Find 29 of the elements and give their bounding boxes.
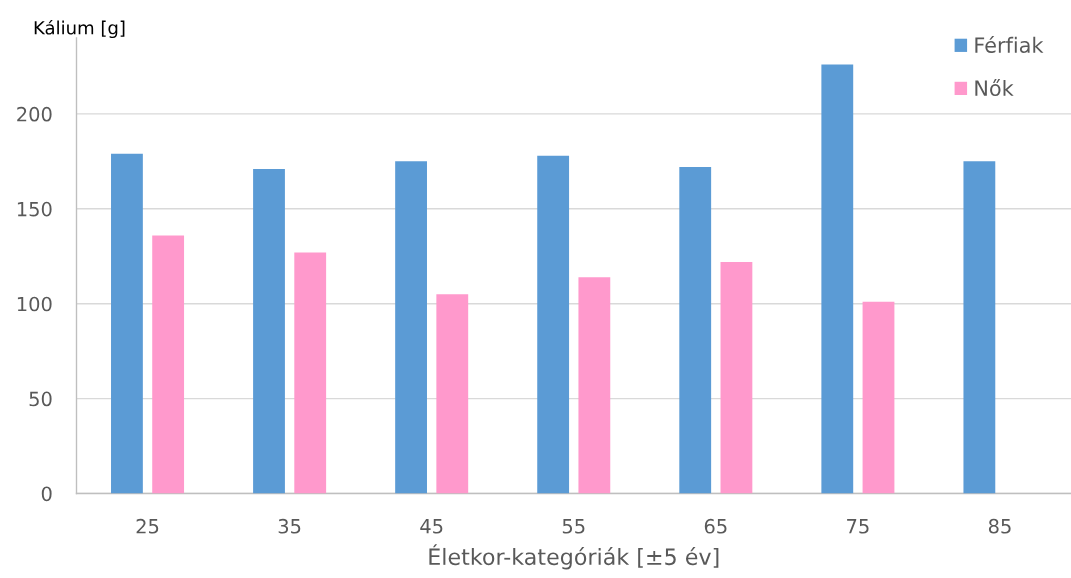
y-axis-title: Kálium [g] (34, 19, 125, 39)
x-tick-label: 75 (847, 519, 869, 534)
bar (679, 167, 712, 494)
x-tick-label: 55 (562, 519, 585, 534)
y-tick-label: 50 (29, 391, 52, 407)
bar (152, 235, 185, 494)
bar (253, 168, 285, 494)
x-tick-label: 45 (420, 519, 443, 534)
legend-label: Férfiak (975, 36, 1044, 53)
x-tick-label: 85 (988, 518, 1011, 534)
x-tick-label: 65 (704, 518, 727, 534)
y-tick-label: 100 (17, 296, 52, 312)
x-axis-title: Életkor-kategóriák [±5 év] (429, 544, 719, 570)
bar (862, 301, 895, 494)
bar (537, 155, 570, 494)
bar (963, 161, 996, 494)
bar (720, 261, 753, 494)
legend-label: Nők (975, 79, 1014, 97)
bar (111, 153, 143, 494)
x-tick-label: 25 (136, 518, 159, 534)
bar (436, 294, 469, 494)
y-tick-label: 0 (41, 486, 52, 502)
x-tick-label: 35 (278, 518, 301, 534)
bar (578, 277, 611, 494)
bar (821, 64, 854, 494)
y-tick-label: 200 (17, 106, 52, 122)
bar (294, 252, 327, 494)
y-tick-label: 150 (17, 201, 52, 217)
bar (395, 161, 427, 494)
